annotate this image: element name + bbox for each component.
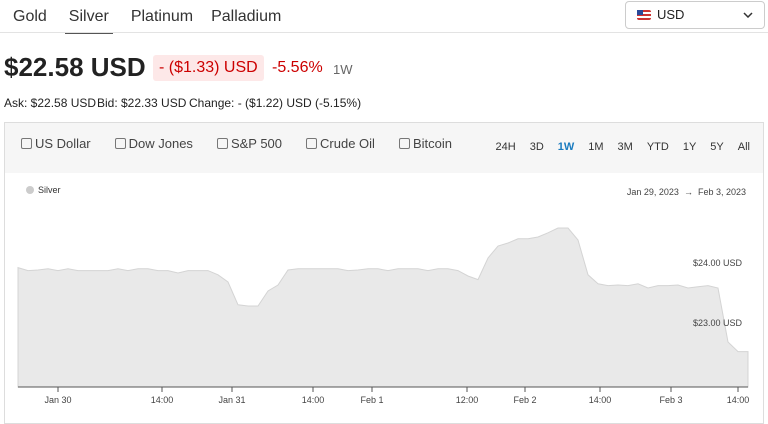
compare-label[interactable]: Bitcoin: [412, 136, 452, 151]
checkbox[interactable]: [114, 138, 126, 149]
chart-header: [5, 123, 763, 173]
x-tick-label: Feb 1: [360, 395, 383, 405]
range-button[interactable]: 3D: [529, 141, 544, 153]
range-button[interactable]: YTD: [646, 141, 669, 153]
compare-options: US Dollar Dow Jones S&P 500 Crude Oil Bitcoi…: [21, 135, 476, 153]
compare-label[interactable]: US Dollar: [35, 136, 91, 151]
currency-label: USD: [657, 7, 685, 22]
compare-label[interactable]: Crude Oil: [320, 136, 375, 151]
x-tick-label: 12:00: [456, 395, 479, 405]
metal-tab[interactable]: Silver: [64, 8, 113, 34]
date-to: Feb 3, 2023: [697, 187, 746, 197]
change: - ($1.33) USD: [153, 55, 264, 81]
ask: Ask: $22.58 USD: [4, 96, 97, 110]
y-tick-label: $24.00 USD: [693, 258, 743, 268]
metal-tab[interactable]: Palladium: [211, 8, 282, 25]
legend: Silver: [26, 185, 61, 195]
range-button[interactable]: 3M: [617, 141, 633, 153]
metal-tab[interactable]: Gold: [13, 8, 47, 25]
date-from: Jan 29, 2023: [626, 187, 679, 197]
date-range: Jan 29, 2023 → Feb 3, 2023: [627, 187, 746, 197]
legend-label: Silver: [38, 185, 61, 195]
range-options: 24H 3D 1W 1M 3M YTD 1Y 5Y All: [482, 137, 750, 155]
x-tick-label: Feb 3: [659, 395, 682, 405]
metal-tabs: Gold Silver Platinum Palladium: [13, 8, 299, 34]
flag-icon: [637, 10, 651, 20]
range-button[interactable]: 1Y: [682, 141, 697, 153]
y-tick-label: $23.00 USD: [693, 318, 743, 328]
metal-tab[interactable]: Platinum: [130, 8, 194, 25]
range-button[interactable]: 5Y: [710, 141, 724, 153]
range-button[interactable]: All: [737, 141, 750, 153]
legend-dot: [26, 186, 34, 194]
x-tick-label: 14:00: [589, 395, 612, 405]
compare-option[interactable]: S&P 500: [216, 136, 294, 151]
day-change: Change: - ($1.22) USD (-5.15%): [189, 96, 362, 110]
compare-label[interactable]: S&P 500: [230, 136, 283, 151]
date-separator: →: [683, 187, 693, 197]
x-tick-label: 14:00: [151, 395, 174, 405]
chart: Jan 30 14:00 Jan 31 14:00 Feb 1 12:00 Feb 2 14:…: [17, 227, 750, 405]
compare-option[interactable]: Dow Jones: [114, 136, 205, 151]
compare-option[interactable]: Crude Oil: [306, 136, 387, 151]
range-button[interactable]: 1W: [557, 141, 575, 153]
divider: [0, 32, 768, 33]
range-button[interactable]: 24H: [495, 141, 516, 153]
bid: Bid: $22.33 USD: [97, 96, 187, 110]
currency-select[interactable]: USD: [625, 1, 765, 29]
checkbox[interactable]: [216, 138, 228, 149]
x-tick-label: Feb 2: [513, 395, 536, 405]
period: 1W: [333, 62, 353, 77]
checkbox[interactable]: [306, 138, 318, 149]
compare-label[interactable]: Dow Jones: [128, 136, 193, 151]
range-button[interactable]: 1M: [588, 141, 604, 153]
compare-option[interactable]: Bitcoin: [398, 136, 464, 151]
change-pct: -5.56%: [272, 59, 323, 76]
price: $22.58 USD: [4, 52, 146, 82]
area: [17, 227, 749, 388]
x-tick-label: 14:00: [302, 395, 325, 405]
compare-option[interactable]: US Dollar: [21, 136, 103, 151]
checkbox[interactable]: [398, 138, 410, 149]
x-tick-label: Jan 31: [218, 395, 245, 405]
x-tick-label: Jan 30: [44, 395, 71, 405]
x-tick-label: 14:00: [727, 395, 750, 405]
chevron: [743, 12, 753, 18]
checkbox[interactable]: [21, 138, 32, 149]
